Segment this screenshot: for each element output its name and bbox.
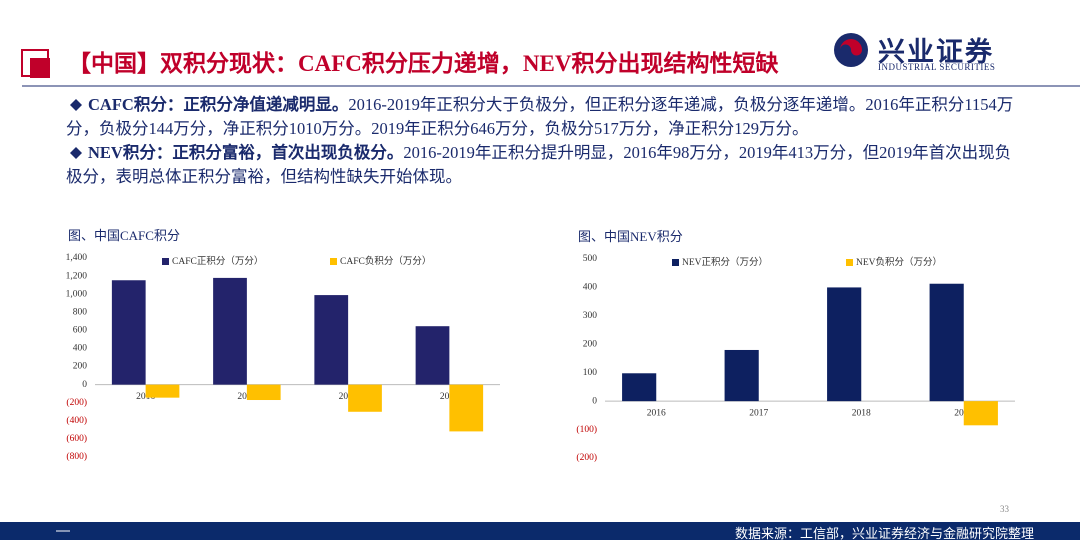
y-tick-label: 100 [583, 368, 598, 378]
bar [724, 349, 759, 402]
y-tick-label: 200 [73, 362, 88, 372]
bullet-icon [70, 99, 82, 111]
y-tick-label: (200) [576, 452, 597, 463]
legend-swatch [672, 259, 679, 266]
y-tick-label: (100) [576, 424, 597, 435]
slide-title: 【中国】双积分现状：CAFC积分压力递增，NEV积分出现结构性短缺 [68, 51, 779, 76]
bar [145, 384, 180, 398]
y-tick-label: 300 [583, 311, 598, 321]
legend-label: CAFC负积分（万分） [340, 255, 431, 267]
bar [314, 295, 349, 385]
logo-subtext: INDUSTRIAL SECURITIES [878, 62, 996, 72]
y-tick-label: 500 [583, 254, 598, 264]
source-note: 数据来源：工信部，兴业证券经济与金融研究院整理 [734, 526, 1034, 540]
legend-swatch [846, 259, 853, 266]
y-tick-label: 1,200 [66, 271, 88, 281]
page-number: 33 [1000, 504, 1009, 514]
bullet-lead: NEV积分：正积分富裕，首次出现负极分。 [88, 143, 404, 162]
y-tick-label: 200 [583, 339, 598, 349]
chart-title: 图、中国CAFC积分 [68, 228, 180, 243]
y-tick-label: 400 [73, 344, 88, 354]
y-tick-label: (200) [66, 397, 87, 408]
legend-label: NEV负积分（万分） [856, 256, 942, 268]
legend-label: NEV正积分（万分） [682, 256, 768, 268]
x-tick-label: 2018 [852, 408, 871, 418]
y-tick-label: 800 [73, 307, 88, 317]
bar [449, 384, 484, 432]
bullet-text: 2016-2019年正积分提升明显，2016年98万分，2019年413万分，但… [66, 143, 1012, 186]
bullet: CAFC积分：正积分净值递减明显。2016-2019年正积分大于负极分，但正积分… [66, 93, 1016, 141]
bar [246, 384, 281, 401]
y-tick-label: 1,400 [66, 253, 88, 263]
y-tick-label: 0 [592, 396, 597, 406]
bar [348, 384, 382, 412]
y-tick-label: (600) [66, 433, 87, 444]
bullet: NEV积分：正积分富裕，首次出现负极分。2016-2019年正积分提升明显，20… [66, 141, 1016, 189]
bullet-text: 2016-2019年正积分大于负极分，但正积分逐年递减，负极分逐年递增。2016… [66, 95, 1014, 138]
x-tick-label: 2017 [749, 408, 768, 418]
bullet-icon [70, 147, 82, 159]
y-tick-label: 600 [73, 326, 88, 336]
bar [111, 280, 146, 385]
legend-swatch [330, 258, 337, 265]
bar [213, 277, 247, 385]
logo-text: 兴业证券 [878, 37, 994, 67]
y-tick-label: 1,000 [66, 289, 88, 299]
bar [415, 326, 450, 385]
y-tick-label: (800) [66, 451, 87, 462]
legend-swatch [162, 258, 169, 265]
y-tick-label: 0 [82, 380, 87, 390]
brand-mark-swirl [840, 39, 862, 56]
chart-title: 图、中国NEV积分 [578, 229, 683, 244]
bar [622, 373, 657, 402]
bar [929, 283, 964, 402]
bullet-lead: CAFC积分：正积分净值递减明显。 [88, 95, 349, 114]
y-tick-label: 400 [583, 283, 598, 293]
y-tick-label: (400) [66, 415, 87, 426]
logo-square-fill [30, 58, 50, 78]
bar [827, 287, 862, 402]
footer-bar [0, 522, 1080, 540]
bar [963, 401, 998, 426]
legend-label: CAFC正积分（万分） [172, 255, 263, 267]
x-tick-label: 2016 [647, 408, 666, 418]
